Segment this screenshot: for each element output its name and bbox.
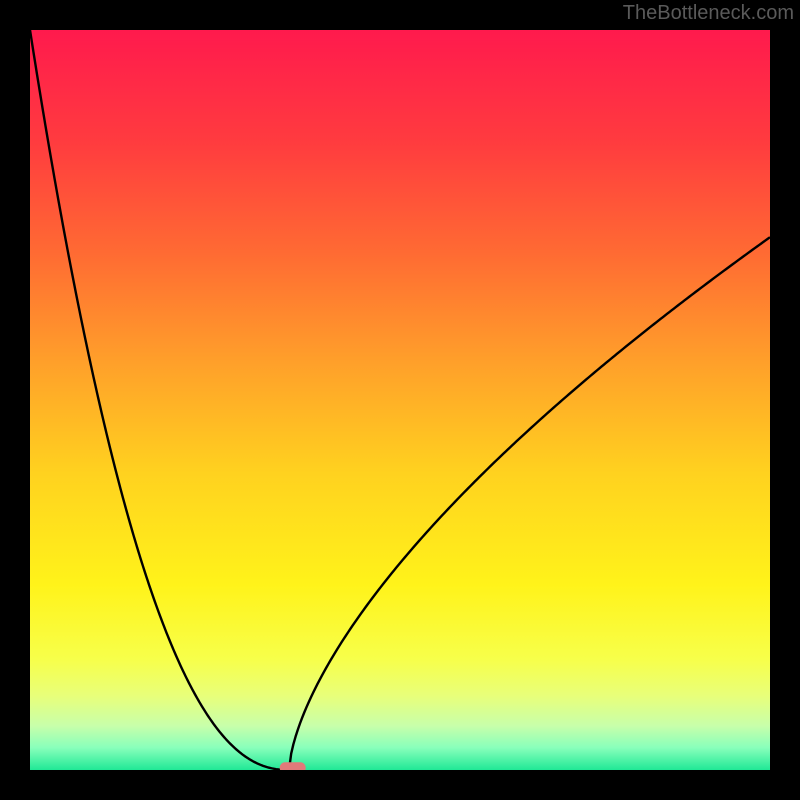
chart-svg xyxy=(30,30,770,770)
bottleneck-chart xyxy=(30,30,770,770)
optimum-marker xyxy=(280,762,306,770)
gradient-bg xyxy=(30,30,770,770)
watermark-text: TheBottleneck.com xyxy=(623,2,794,25)
